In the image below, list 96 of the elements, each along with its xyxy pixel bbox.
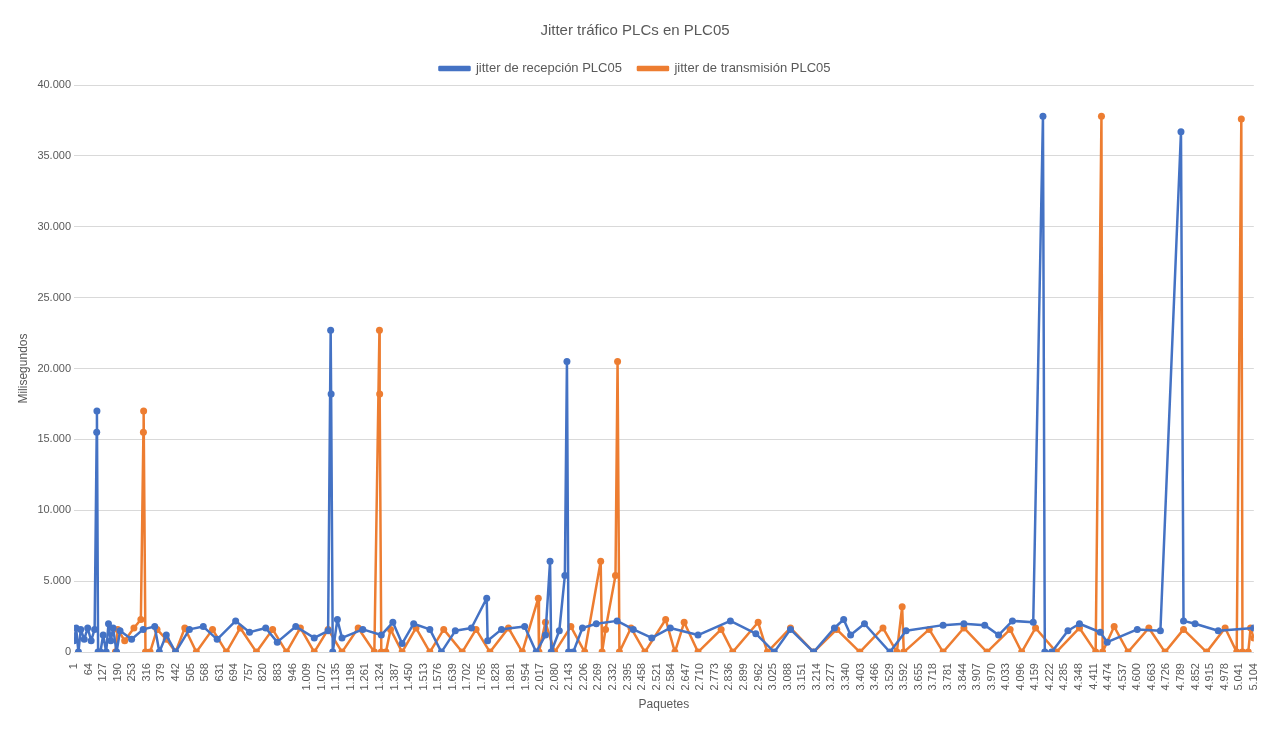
x-tick-label: 1.135 [329, 663, 342, 691]
x-tick-label: 2.206 [576, 663, 589, 691]
x-tick-label: 3.718 [926, 663, 939, 691]
x-tick-label: 631 [212, 663, 225, 682]
y-tick-label: 5.000 [43, 574, 72, 587]
x-tick-label: 2.584 [664, 663, 677, 691]
x-tick-label: 4.915 [1203, 663, 1216, 691]
x-tick-label: 4.600 [1130, 663, 1143, 691]
x-tick-label: 568 [198, 663, 211, 682]
x-tick-label: 3.529 [882, 663, 895, 691]
x-tick-label: 1 [67, 663, 80, 670]
x-tick-label: 253 [125, 663, 138, 682]
x-tick-label: 3.781 [940, 663, 953, 691]
y-tick-label: 20.000 [37, 361, 72, 374]
x-tick-label: 1.954 [518, 663, 531, 691]
x-tick-label: 2.017 [533, 663, 546, 691]
y-tick-label: 25.000 [37, 290, 72, 303]
x-tick-label: 883 [270, 663, 283, 682]
x-tick-label: 2.962 [751, 663, 764, 691]
chart-title: Jitter tráfico PLCs en PLC05 [540, 21, 730, 39]
x-tick-label: 4.852 [1188, 663, 1201, 691]
x-tick-label: 5.104 [1246, 663, 1259, 691]
x-tick-label: 4.285 [1057, 663, 1070, 691]
x-tick-label: 3.025 [766, 663, 779, 691]
x-tick-label: 3.844 [955, 663, 968, 691]
x-tick-label: 442 [169, 663, 182, 682]
legend-label: jitter de recepción PLC05 [474, 60, 622, 76]
x-tick-label: 2.269 [591, 663, 604, 691]
x-tick-label: 379 [154, 663, 167, 682]
x-tick-label: 1.828 [489, 663, 502, 691]
x-tick-label: 3.277 [824, 663, 837, 691]
x-tick-label: 2.080 [547, 663, 560, 691]
x-tick-label: 3.970 [984, 663, 997, 691]
x-tick-label: 1.261 [358, 663, 371, 691]
x-tick-label: 1.072 [314, 663, 327, 691]
x-tick-label: 4.411 [1086, 663, 1099, 690]
x-tick-label: 4.978 [1217, 663, 1230, 691]
y-tick-label: 10.000 [37, 503, 72, 516]
y-tick-label: 30.000 [37, 219, 72, 232]
x-tick-label: 694 [227, 663, 240, 682]
x-tick-label: 4.096 [1013, 663, 1026, 691]
x-tick-label: 1.198 [343, 663, 356, 691]
x-tick-label: 3.655 [911, 663, 924, 691]
x-tick-label: 757 [241, 663, 254, 682]
y-tick-label: 35.000 [37, 148, 72, 161]
x-tick-label: 2.773 [707, 663, 720, 691]
x-tick-label: 1.765 [474, 663, 487, 691]
x-tick-label: 2.332 [605, 663, 618, 691]
x-tick-label: 3.151 [795, 663, 808, 691]
x-tick-label: 3.466 [868, 663, 881, 691]
x-tick-label: 64 [81, 663, 94, 676]
x-tick-label: 1.639 [445, 663, 458, 691]
y-tick-label: 15.000 [37, 432, 72, 445]
x-tick-label: 3.340 [839, 663, 852, 691]
x-tick-label: 1.513 [416, 663, 429, 691]
x-tick-label: 2.899 [737, 663, 750, 691]
x-axis-title: Paquetes [638, 697, 690, 712]
y-tick-label: 0 [64, 645, 72, 658]
x-tick-label: 4.348 [1072, 663, 1085, 691]
x-tick-label: 820 [256, 663, 269, 682]
x-tick-label: 505 [183, 663, 196, 682]
x-tick-label: 3.907 [970, 663, 983, 691]
x-tick-label: 1.324 [372, 663, 385, 691]
x-tick-label: 3.592 [897, 663, 910, 691]
x-tick-label: 4.726 [1159, 663, 1172, 691]
x-tick-label: 1.576 [431, 663, 444, 691]
x-tick-label: 4.663 [1144, 663, 1157, 691]
y-axis-title: Milisegundos [15, 333, 30, 404]
x-tick-label: 3.088 [780, 663, 793, 691]
x-tick-label: 3.214 [809, 663, 822, 691]
x-tick-label: 1.450 [402, 663, 415, 691]
x-tick-label: 2.395 [620, 663, 633, 691]
x-tick-label: 2.647 [678, 663, 691, 691]
x-tick-label: 1.702 [460, 663, 473, 691]
x-tick-label: 4.474 [1101, 663, 1114, 691]
x-tick-label: 4.537 [1115, 663, 1128, 691]
x-tick-label: 5.041 [1232, 663, 1245, 691]
x-tick-label: 2.458 [635, 663, 648, 691]
x-tick-label: 127 [96, 663, 109, 682]
x-tick-label: 316 [139, 663, 152, 682]
x-tick-label: 1.009 [300, 663, 313, 691]
legend-label: jitter de transmisión PLC05 [673, 60, 831, 76]
x-tick-label: 1.891 [504, 663, 517, 691]
x-tick-label: 4.159 [1028, 663, 1041, 691]
x-tick-label: 1.387 [387, 663, 400, 691]
x-tick-label: 2.836 [722, 663, 735, 691]
x-tick-label: 4.033 [999, 663, 1012, 691]
x-tick-label: 190 [110, 663, 123, 682]
x-tick-label: 4.222 [1042, 663, 1055, 691]
x-tick-label: 2.521 [649, 663, 662, 691]
y-tick-label: 40.000 [37, 78, 72, 91]
x-tick-label: 2.710 [693, 663, 706, 691]
x-tick-label: 2.143 [562, 663, 575, 691]
x-tick-label: 4.789 [1174, 663, 1187, 691]
x-tick-label: 946 [285, 663, 298, 682]
x-tick-label: 3.403 [853, 663, 866, 691]
